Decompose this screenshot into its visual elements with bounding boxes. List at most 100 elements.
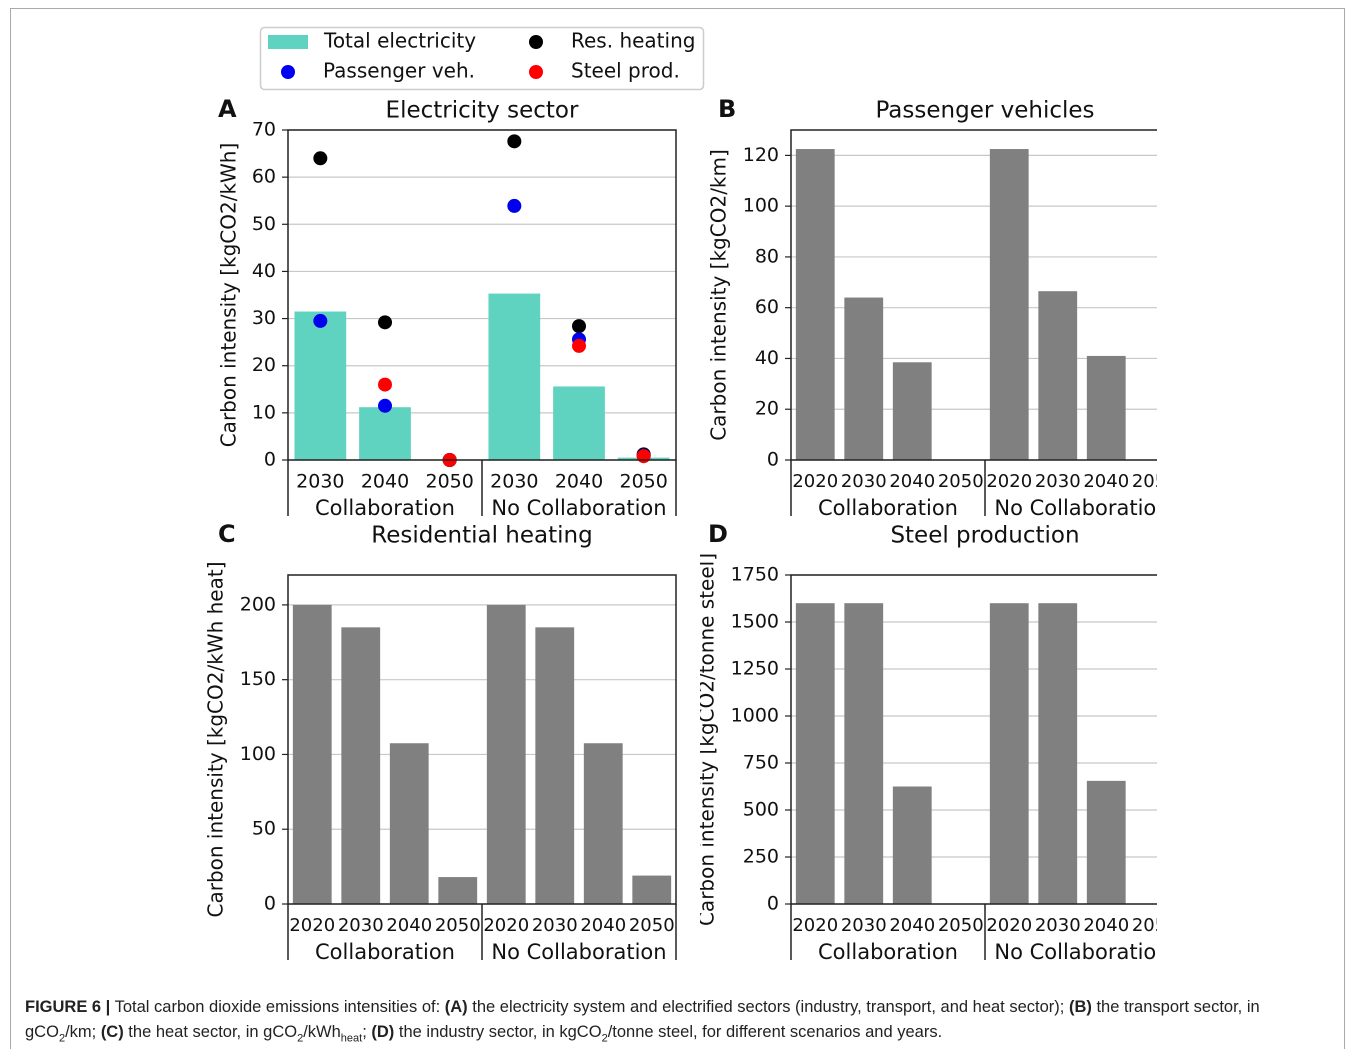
y-tick-label: 20 bbox=[755, 398, 779, 420]
y-tick-label: 500 bbox=[743, 799, 779, 821]
y-tick-label: 30 bbox=[252, 307, 276, 329]
x-tick-label: 2040 bbox=[889, 915, 935, 936]
scatter-point bbox=[378, 398, 392, 413]
scatter-point bbox=[313, 151, 328, 166]
legend-label: Passenger veh. bbox=[323, 59, 475, 83]
caption-text: heat bbox=[340, 1032, 363, 1045]
panel-label: C bbox=[218, 520, 236, 548]
scatter-point bbox=[636, 449, 651, 464]
bar bbox=[844, 297, 884, 460]
y-tick-label: 20 bbox=[252, 354, 276, 376]
group-label: Collaboration bbox=[818, 940, 958, 964]
bar bbox=[294, 311, 347, 460]
scatter-point bbox=[507, 198, 522, 213]
y-tick-label: 120 bbox=[743, 144, 779, 166]
scatter-point bbox=[313, 313, 328, 328]
y-tick-label: 150 bbox=[240, 668, 276, 690]
x-tick-label: 2050 bbox=[938, 471, 984, 492]
x-tick-label: 2040 bbox=[555, 471, 603, 493]
bar bbox=[553, 386, 605, 460]
bar bbox=[1038, 603, 1078, 904]
group-label: No Collaboration bbox=[491, 496, 666, 520]
x-tick-label: 2020 bbox=[986, 471, 1032, 492]
y-tick-label: 200 bbox=[240, 593, 276, 615]
panel: A Electricity sector Carbon intensity [kgC… bbox=[217, 95, 677, 520]
x-tick-label: 2050 bbox=[629, 915, 675, 936]
x-tick-label: 2030 bbox=[1035, 915, 1081, 936]
scatter-point bbox=[378, 315, 392, 330]
caption-text: FIGURE 6 | bbox=[25, 998, 111, 1016]
caption-text: Total carbon dioxide emissions intensiti… bbox=[110, 998, 445, 1016]
scatter-point bbox=[507, 134, 522, 149]
caption-text: 2 bbox=[601, 1032, 608, 1045]
bar bbox=[535, 627, 575, 904]
legend-label: Steel prod. bbox=[571, 59, 680, 83]
y-tick-label: 100 bbox=[743, 195, 779, 217]
y-tick-label: 80 bbox=[755, 245, 779, 267]
scatter-point bbox=[572, 319, 586, 334]
x-tick-label: 2020 bbox=[289, 915, 335, 936]
y-tick-label: 1250 bbox=[731, 658, 779, 680]
x-tick-label: 2030 bbox=[841, 915, 887, 936]
caption-text: (A) bbox=[444, 998, 468, 1016]
bar bbox=[1086, 780, 1126, 904]
chart-title: Residential heating bbox=[371, 523, 592, 549]
x-tick-label: 2050 bbox=[425, 471, 473, 493]
x-tick-label: 2030 bbox=[296, 471, 344, 493]
x-tick-label: 2030 bbox=[338, 915, 384, 936]
group-label: Collaboration bbox=[315, 940, 455, 964]
caption-text: (B) bbox=[1068, 998, 1092, 1016]
bar bbox=[1086, 355, 1126, 460]
y-tick-label: 100 bbox=[240, 743, 276, 765]
bar bbox=[389, 743, 429, 904]
x-tick-label: 2030 bbox=[841, 471, 887, 492]
panel-label: B bbox=[718, 95, 736, 123]
y-axis-label: Carbon intensity [kgCO2/tonne steel] bbox=[695, 553, 719, 926]
y-tick-label: 50 bbox=[252, 818, 276, 840]
y-tick-label: 1750 bbox=[731, 564, 779, 586]
caption-text: 2 bbox=[58, 1032, 66, 1045]
scatter-point bbox=[572, 338, 586, 353]
bar bbox=[795, 149, 835, 461]
legend-marker bbox=[529, 65, 543, 79]
y-tick-label: 40 bbox=[252, 260, 276, 282]
bar bbox=[989, 149, 1029, 461]
caption-text: (C) bbox=[100, 1023, 124, 1041]
legend-marker bbox=[529, 35, 543, 49]
group-label: Collaboration bbox=[315, 496, 455, 520]
x-tick-label: 2020 bbox=[483, 915, 529, 936]
y-tick-label: 1500 bbox=[731, 611, 779, 633]
figure-frame bbox=[10, 8, 1345, 1049]
y-tick-label: 1000 bbox=[731, 705, 779, 727]
x-tick-label: 2040 bbox=[1083, 471, 1129, 492]
x-tick-label: 2020 bbox=[792, 915, 838, 936]
bar bbox=[892, 786, 932, 904]
caption-text: /km; bbox=[65, 1023, 101, 1041]
x-tick-label: 2050 bbox=[938, 915, 984, 936]
panel-label: A bbox=[218, 95, 237, 123]
legend-label: Total electricity bbox=[323, 29, 476, 53]
chart-title: Electricity sector bbox=[386, 98, 579, 124]
chart-title: Passenger vehicles bbox=[875, 98, 1094, 124]
y-tick-label: 10 bbox=[252, 401, 276, 423]
bar bbox=[989, 603, 1029, 904]
bar bbox=[583, 743, 623, 904]
bar bbox=[892, 362, 932, 460]
x-tick-label: 2040 bbox=[889, 471, 935, 492]
y-tick-label: 60 bbox=[755, 296, 779, 318]
bar bbox=[1038, 291, 1078, 460]
x-tick-label: 2030 bbox=[1035, 471, 1081, 492]
caption-text: 2 bbox=[297, 1032, 304, 1045]
x-tick-label: 2050 bbox=[1132, 915, 1178, 936]
panel: B Passenger vehicles Carbon intensity [kgC… bbox=[707, 95, 1157, 520]
y-tick-label: 250 bbox=[743, 846, 779, 868]
legend-label: Res. heating bbox=[571, 29, 695, 53]
y-axis-label: Carbon intensity [kgCO2/kWh] bbox=[217, 143, 241, 448]
caption-text: (D) bbox=[371, 1023, 395, 1041]
panel-label: D bbox=[708, 520, 728, 548]
bar bbox=[438, 877, 478, 904]
legend-swatch bbox=[268, 35, 308, 49]
panel: C Residential heating Carbon intensity [kg… bbox=[204, 520, 677, 964]
